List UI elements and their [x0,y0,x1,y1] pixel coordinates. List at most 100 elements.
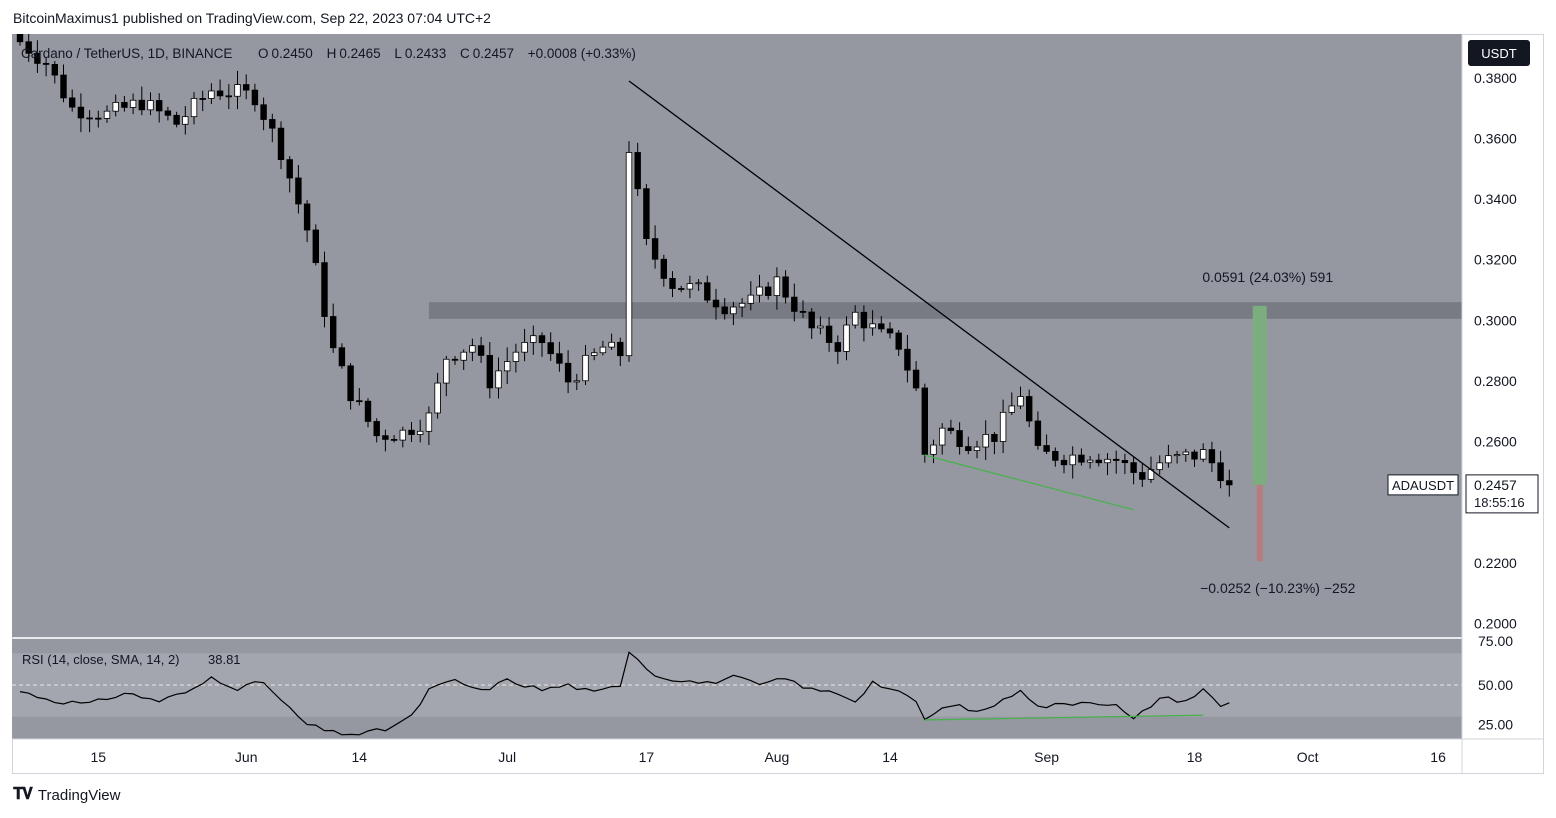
candle [216,79,224,100]
candle [286,156,293,193]
candle-body-up [582,354,589,382]
candle [399,426,406,448]
candle [1200,443,1207,462]
candle-body-up [591,352,598,356]
descending-trendline[interactable] [628,80,1230,529]
candle [1095,453,1102,467]
rsi-divergence-line[interactable] [924,714,1204,721]
rsi-axis-tick-label: 75.00 [1478,633,1513,649]
price-chart[interactable]: 0.3800 0.3600 0.3400 0.3200 0.3000 0.2800 0.26… [12,34,1544,774]
rsi-value: 38.81 [208,652,241,667]
x-axis-tick-label: Sep [1034,749,1059,765]
candle [686,275,694,299]
candle [695,279,702,291]
candle [1008,392,1015,416]
candle [573,373,580,391]
x-axis-tick-label: 14 [352,749,368,765]
candle-body-down [216,90,224,97]
candle-body-down [799,310,807,313]
footer-brand[interactable]: TradingView [37,786,121,804]
candle-body-up [1069,454,1076,466]
candle [843,316,850,361]
target-down-label: −0.0252 (−10.23%) −252 [1200,580,1356,596]
rsi-legend[interactable]: RSI (14, close, SMA, 14, 2) [22,652,180,667]
candle-body-up [1173,454,1181,457]
currency-badge-bg[interactable] [1468,40,1530,66]
candle-body-up [503,361,511,372]
candle [477,336,485,363]
candle [947,419,955,435]
candle [530,325,537,355]
candle-body-down [486,354,493,389]
candle [77,93,85,133]
candle [852,305,859,329]
candle-body-up [521,341,528,353]
candle-body-up [852,311,859,326]
candle-body-down [669,278,676,289]
candle-body-up [443,358,450,384]
rsi-axis-tick-label: 25.00 [1478,717,1513,733]
candle [147,92,154,116]
currency-badge[interactable]: USDT [1481,46,1516,61]
candle-body-down [199,98,206,100]
candle-body-up [930,444,937,455]
candle [364,398,372,428]
candle [712,288,720,320]
tradingview-logo-icon: 𝐓𝐕 [13,786,33,803]
ohlc-l-value: 0.2433 [405,46,446,61]
candle-body-up [599,346,607,354]
candle-body-up [469,345,476,353]
candle-body-down [51,64,58,76]
candle-body-down [538,335,546,344]
candle [1121,453,1129,475]
candle-body-down [356,400,363,403]
candle-body-down [1113,458,1120,461]
candle-body-down [303,203,311,231]
candle [730,301,737,326]
candle [155,93,163,123]
last-price-bg [1465,474,1539,514]
candle [234,70,241,110]
candle-body-down [1060,459,1068,466]
candle [1113,450,1120,474]
candle [643,184,650,246]
candle-body-down [895,332,902,350]
candle-body-up [695,282,702,285]
candle-body-up [973,446,981,451]
candle [869,310,876,336]
candle [973,440,981,459]
y-axis-tick-label: 0.2800 [1474,373,1517,389]
candle [921,383,928,463]
candle [582,344,589,386]
candle-body-up [129,99,137,108]
x-axis-tick-label: Jun [235,749,258,765]
candle [390,434,398,443]
candle [608,333,615,350]
candle [912,361,920,392]
target-up-bar[interactable] [1252,305,1267,485]
y-axis-tick-label: 0.3800 [1474,70,1517,86]
candle-body-down [60,74,67,99]
candle-body-down [556,353,563,364]
candle-body-up [773,276,781,296]
candle [1156,455,1163,475]
x-axis-tick-label: Aug [764,749,789,765]
candle [103,105,111,123]
candle [1139,462,1146,487]
candle-body-up [190,98,198,118]
candle-body-down [77,106,85,119]
chart-symbol-title[interactable]: Cardano / TetherUS, 1D, BINANCE [21,46,232,61]
candle [416,419,424,443]
x-axis-tick-label: 16 [1430,749,1446,765]
candle [25,34,32,62]
candle-body-down [251,89,259,106]
candle [260,97,267,131]
candle-body-down [242,84,250,91]
target-down-bar[interactable] [1256,484,1263,562]
price-divergence-line[interactable] [924,454,1134,511]
candle [564,350,572,394]
candle-body-down [1208,449,1216,464]
candle-body-down [1043,445,1050,452]
ohlc-l-label: L [394,46,402,61]
candle [329,303,337,353]
